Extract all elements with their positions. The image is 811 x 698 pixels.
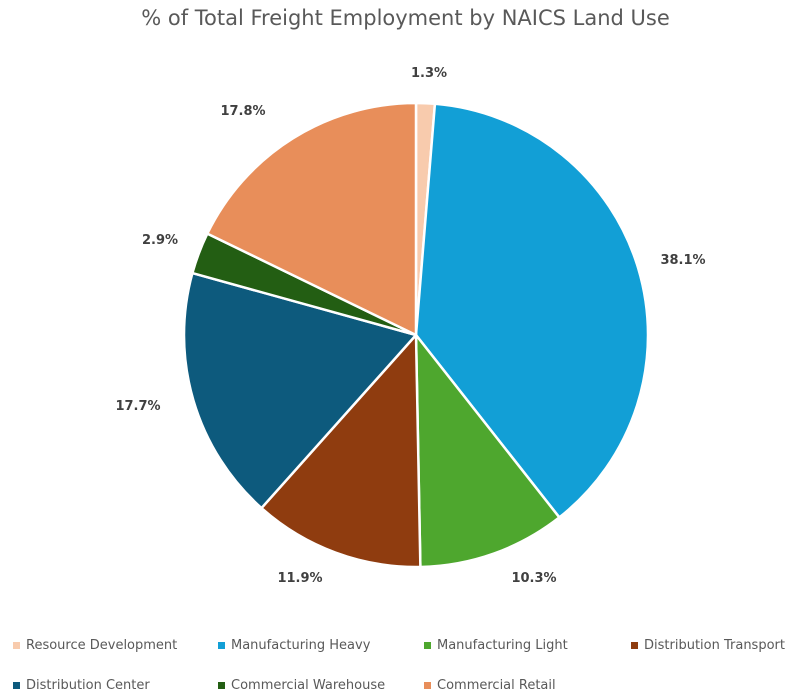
legend-swatch bbox=[13, 642, 20, 649]
legend-swatch bbox=[218, 642, 225, 649]
legend-label: Commercial Warehouse bbox=[231, 678, 386, 693]
legend-item-distribution-transport: Distribution Transport bbox=[631, 638, 785, 653]
legend-item-resource-development: Resource Development bbox=[13, 638, 177, 653]
data-label-distribution-transport: 11.9% bbox=[277, 571, 322, 586]
data-label-resource-development: 1.3% bbox=[411, 66, 447, 81]
legend-label: Manufacturing Light bbox=[437, 638, 568, 653]
legend-item-manufacturing-light: Manufacturing Light bbox=[424, 638, 568, 653]
data-label-commercial-warehouse: 2.9% bbox=[142, 233, 178, 248]
pie-slices bbox=[182, 101, 650, 569]
data-label-commercial-retail: 17.8% bbox=[220, 104, 265, 119]
legend-label: Manufacturing Heavy bbox=[231, 638, 371, 653]
pie-slice-manufacturing-heavy bbox=[414, 102, 650, 519]
pie-slice-commercial-retail bbox=[206, 101, 418, 337]
legend-item-commercial-retail: Commercial Retail bbox=[424, 678, 556, 693]
pie-slice-distribution-center bbox=[182, 271, 418, 510]
data-label-manufacturing-heavy: 38.1% bbox=[660, 253, 705, 268]
data-label-distribution-center: 17.7% bbox=[115, 399, 160, 414]
legend-swatch bbox=[631, 642, 638, 649]
pie-slice-distribution-transport bbox=[260, 333, 422, 569]
chart-title: % of Total Freight Employment by NAICS L… bbox=[141, 6, 670, 30]
legend-swatch bbox=[218, 682, 225, 689]
legend-swatch bbox=[424, 682, 431, 689]
pie-chart: 1.3% 38.1% 10.3% 11.9% 17.7% 2.9% 17.8% bbox=[115, 66, 705, 586]
legend-swatch bbox=[13, 682, 20, 689]
legend-label: Distribution Center bbox=[26, 678, 150, 693]
legend-item-distribution-center: Distribution Center bbox=[13, 678, 150, 693]
legend-item-commercial-warehouse: Commercial Warehouse bbox=[218, 678, 385, 693]
legend-swatch bbox=[424, 642, 431, 649]
legend-label: Distribution Transport bbox=[644, 638, 785, 653]
data-label-manufacturing-light: 10.3% bbox=[511, 571, 556, 586]
legend-item-manufacturing-heavy: Manufacturing Heavy bbox=[218, 638, 370, 653]
chart-legend: Resource Development Manufacturing Heavy M… bbox=[13, 638, 811, 698]
legend-label: Commercial Retail bbox=[437, 678, 556, 693]
legend-label: Resource Development bbox=[26, 638, 178, 653]
pie-data-labels: 1.3% 38.1% 10.3% 11.9% 17.7% 2.9% 17.8% bbox=[115, 66, 705, 586]
pie-slice-manufacturing-light bbox=[414, 333, 561, 569]
